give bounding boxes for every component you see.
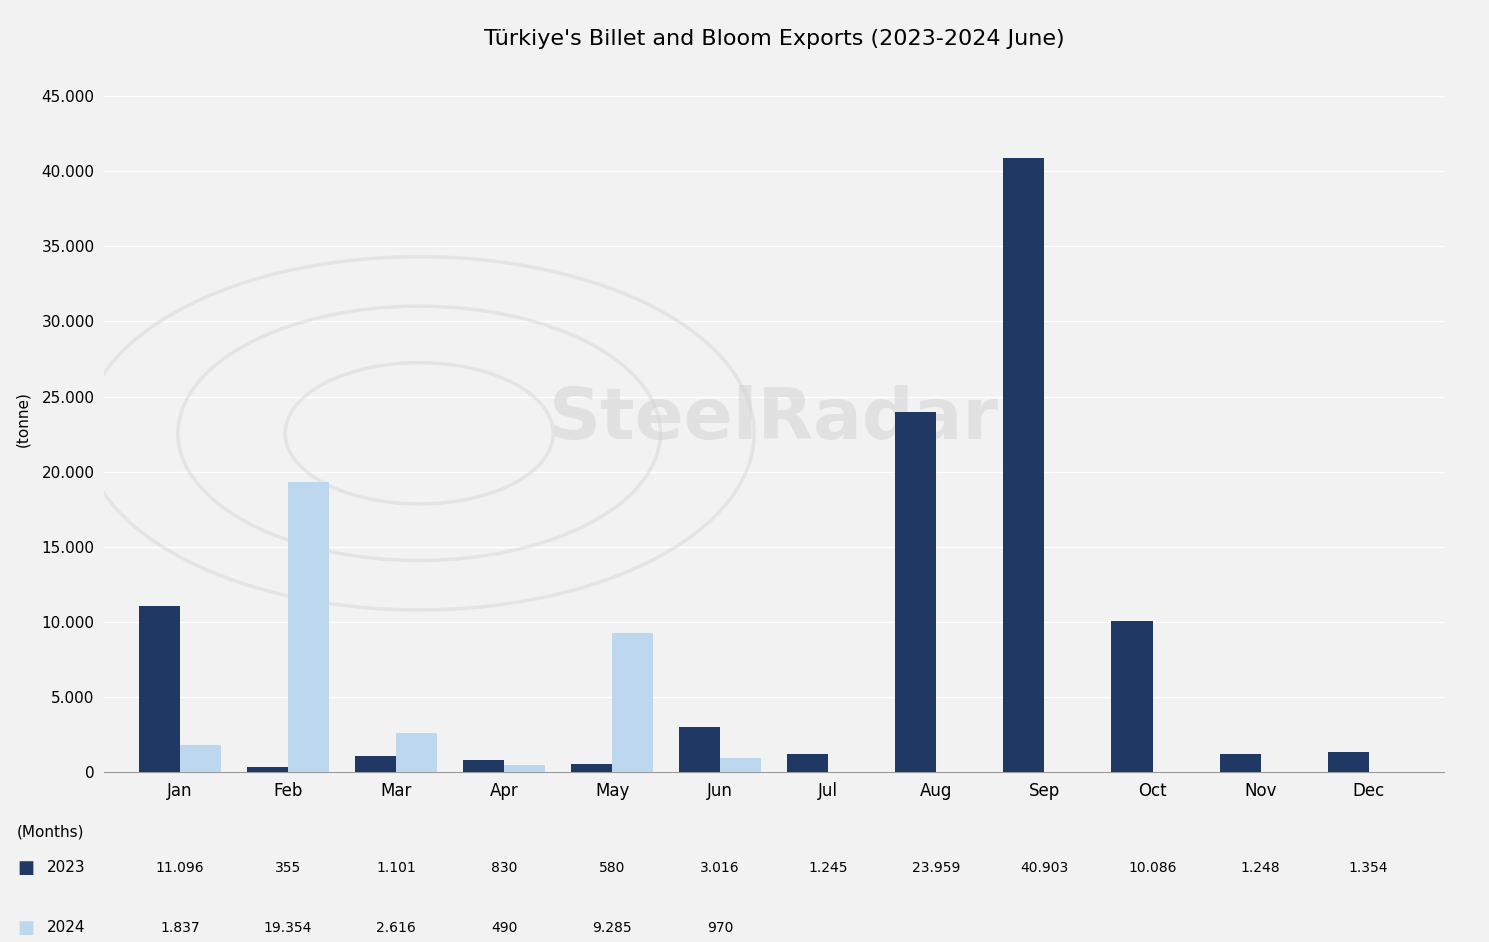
Y-axis label: (tonne): (tonne) [15,391,30,447]
Text: 580: 580 [599,861,625,875]
Bar [1111,621,1152,772]
Bar [247,767,287,772]
Bar [287,481,329,772]
Text: 490: 490 [491,921,517,934]
Bar [180,745,220,772]
Text: 355: 355 [275,861,301,875]
Bar [505,765,545,772]
Text: 10.086: 10.086 [1129,861,1176,875]
Text: (Months): (Months) [18,825,85,840]
Bar [396,733,438,772]
Text: 3.016: 3.016 [700,861,740,875]
Bar [612,633,654,772]
Bar [463,760,505,772]
Title: Türkiye's Billet and Bloom Exports (2023-2024 June): Türkiye's Billet and Bloom Exports (2023… [484,29,1065,49]
Text: 970: 970 [707,921,734,934]
Text: 1.837: 1.837 [161,921,200,934]
Text: 2024: 2024 [46,920,85,935]
Bar [138,606,180,772]
Bar [572,764,612,772]
Bar [679,727,721,772]
Text: 23.959: 23.959 [913,861,960,875]
Text: SteelRadar: SteelRadar [549,384,999,454]
Text: ■: ■ [18,918,34,937]
Text: 1.245: 1.245 [809,861,849,875]
Bar [354,755,396,772]
Text: 2.616: 2.616 [377,921,415,934]
Text: 11.096: 11.096 [155,861,204,875]
Text: 2023: 2023 [46,860,85,875]
Text: ■: ■ [18,859,34,877]
Text: 19.354: 19.354 [264,921,313,934]
Text: 9.285: 9.285 [593,921,631,934]
Bar [721,758,761,772]
Text: 830: 830 [491,861,517,875]
Bar [788,754,828,772]
Text: 1.354: 1.354 [1349,861,1388,875]
Bar [1328,752,1368,772]
Bar [1004,157,1044,772]
Text: 1.248: 1.248 [1240,861,1281,875]
Text: 1.101: 1.101 [377,861,415,875]
Text: 40.903: 40.903 [1020,861,1069,875]
Bar [895,413,937,772]
Bar [1219,754,1261,772]
